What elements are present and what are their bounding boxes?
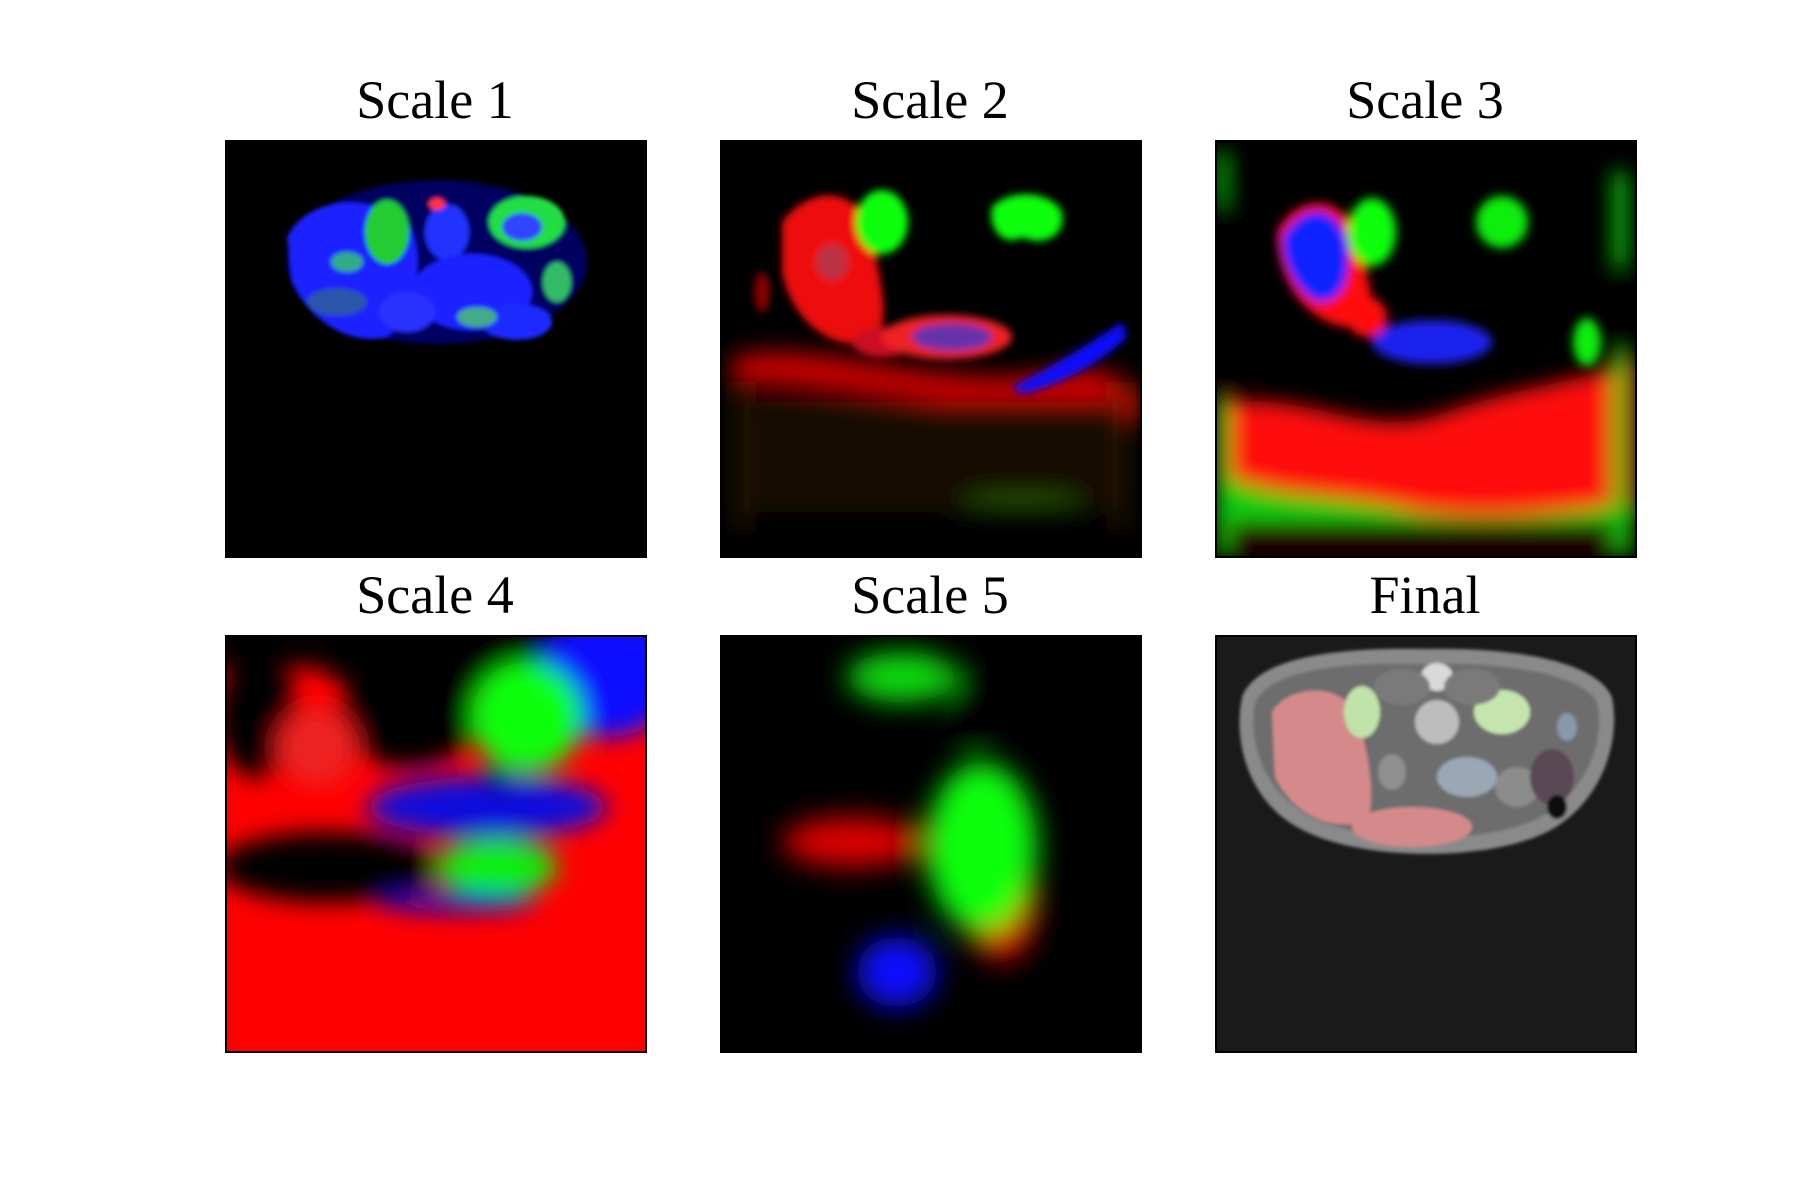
scale-3-image bbox=[1215, 140, 1637, 558]
panel-title: Scale 5 bbox=[851, 565, 1009, 625]
panel-title: Scale 2 bbox=[851, 70, 1009, 130]
scale-1-image bbox=[225, 140, 647, 558]
final-overlay-image bbox=[1215, 635, 1637, 1053]
panel-title: Scale 3 bbox=[1346, 70, 1504, 130]
panel-title: Scale 1 bbox=[356, 70, 514, 130]
scale-4-image bbox=[225, 635, 647, 1053]
panel-title: Final bbox=[1369, 565, 1481, 625]
scale-5-image bbox=[720, 635, 1142, 1053]
scale-2-image bbox=[720, 140, 1142, 558]
panel-title: Scale 4 bbox=[356, 565, 514, 625]
